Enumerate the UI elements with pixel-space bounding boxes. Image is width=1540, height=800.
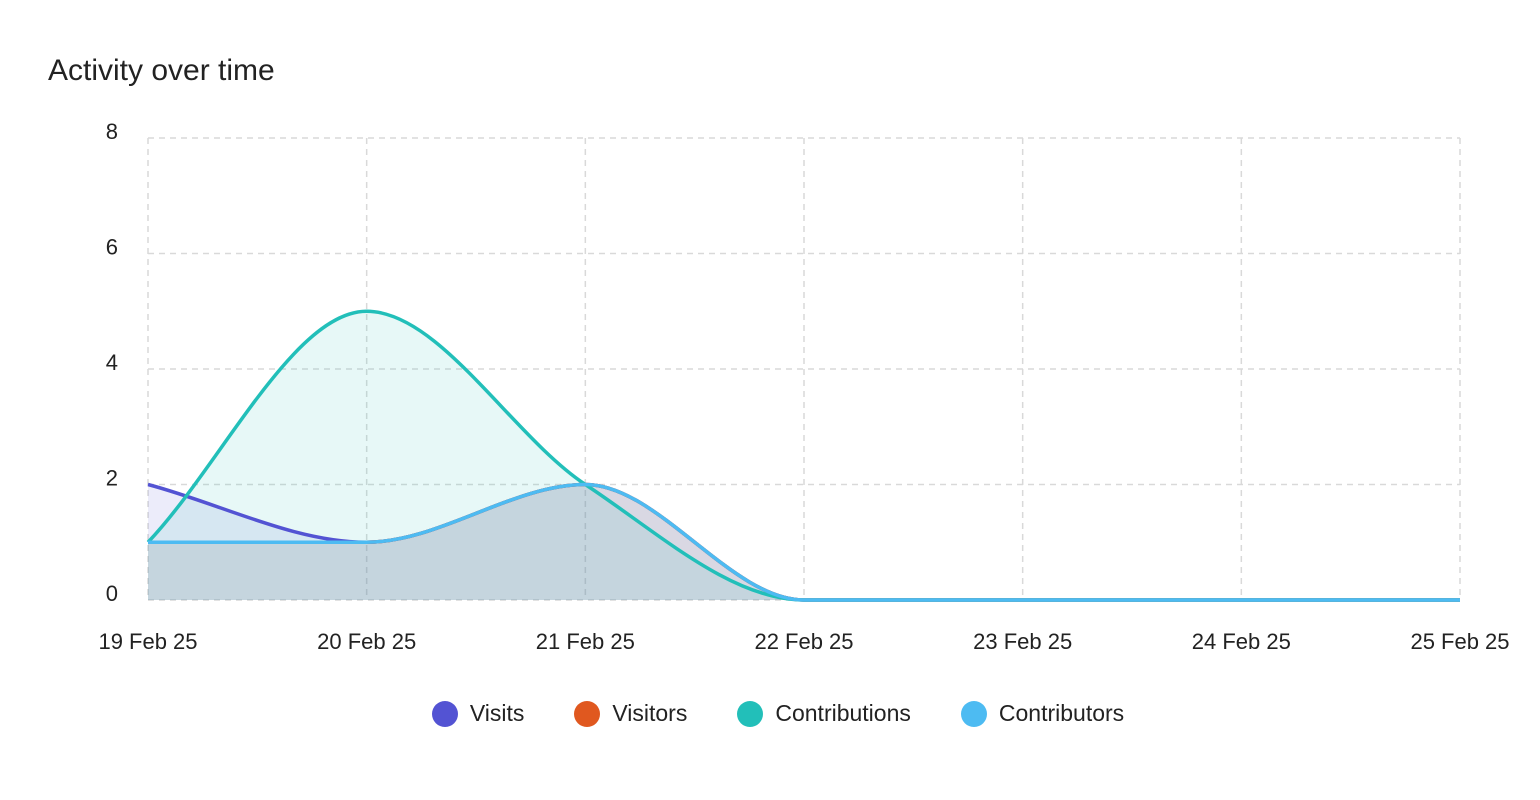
series-area-contributions (148, 311, 1460, 600)
y-tick-label: 0 (106, 581, 118, 606)
legend-label-visitors: Visitors (612, 700, 688, 726)
x-tick-label: 25 Feb 25 (1410, 629, 1509, 654)
legend-dot-contributions (737, 700, 764, 727)
x-tick-label: 20 Feb 25 (317, 629, 416, 654)
legend-dot-visits (431, 700, 458, 727)
series-lines (146, 309, 1460, 602)
chart-title: Activity over time (48, 54, 275, 87)
x-tick-label: 24 Feb 25 (1192, 629, 1291, 654)
x-tick-label: 23 Feb 25 (973, 629, 1072, 654)
y-tick-label: 2 (106, 466, 118, 491)
legend-label-contributions: Contributions (775, 700, 911, 726)
legend-label-visits: Visits (469, 700, 525, 726)
legend-dot-contributors (960, 700, 987, 727)
legend-dot-visitors (574, 700, 601, 727)
y-axis-ticks: 0 2 4 6 8 (106, 119, 118, 606)
y-tick-label: 4 (106, 350, 118, 375)
legend-item-visitors[interactable]: Visitors (574, 700, 687, 727)
x-tick-label: 22 Feb 25 (754, 629, 853, 654)
legend-item-visits[interactable]: Visits (431, 700, 525, 727)
y-tick-label: 6 (106, 235, 118, 260)
legend-item-contributors[interactable]: Contributors (960, 700, 1125, 727)
legend-item-contributions[interactable]: Contributions (737, 700, 911, 727)
x-tick-label: 21 Feb 25 (536, 629, 635, 654)
legend: Visits Visitors Contributions Contributors (0, 700, 1540, 727)
x-axis-ticks: 19 Feb 25 20 Feb 25 21 Feb 25 22 Feb 25 23 F… (98, 629, 1509, 654)
y-tick-label: 8 (106, 119, 118, 144)
series-line-contributors[interactable] (148, 482, 1460, 602)
legend-label-contributors: Contributors (998, 700, 1125, 726)
x-tick-label: 19 Feb 25 (98, 629, 197, 654)
